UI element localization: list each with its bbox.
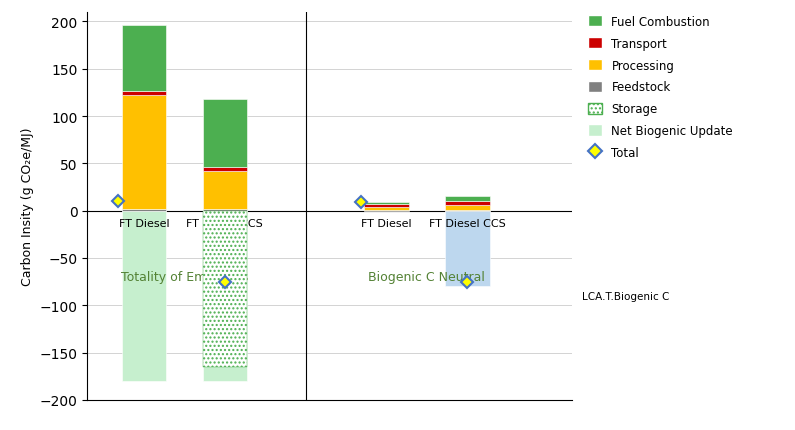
Bar	[364, 210, 409, 211]
Text: Biogenic C Neutral: Biogenic C Neutral	[368, 270, 486, 283]
Bar	[122, 92, 166, 96]
Text: FT Diesel CCS: FT Diesel CCS	[187, 219, 263, 229]
Bar	[445, 211, 490, 287]
Bar	[122, 209, 166, 211]
Y-axis label: Carbon Insity (g CO₂e/MJ): Carbon Insity (g CO₂e/MJ)	[21, 127, 34, 286]
Bar	[203, 172, 247, 209]
Bar	[203, 211, 247, 381]
Text: LCA.T.Biogenic C: LCA.T.Biogenic C	[582, 292, 669, 301]
Bar	[445, 206, 490, 210]
Bar	[364, 207, 409, 210]
Bar	[122, 211, 166, 381]
Bar	[445, 197, 490, 202]
Text: FT Diesel: FT Diesel	[361, 219, 412, 229]
Bar	[445, 202, 490, 206]
Bar	[203, 211, 247, 367]
Bar	[122, 96, 166, 209]
Legend: Fuel Combustion, Transport, Processing, Feedstock, Storage, Net Biogenic Update,: Fuel Combustion, Transport, Processing, …	[584, 11, 738, 164]
Text: FT Diesel: FT Diesel	[118, 219, 169, 229]
Bar	[203, 100, 247, 168]
Bar	[364, 205, 409, 207]
Bar	[203, 209, 247, 211]
Text: FT Diesel CCS: FT Diesel CCS	[429, 219, 506, 229]
Bar	[203, 168, 247, 172]
Bar	[122, 26, 166, 92]
Text: Totality of Emissions: Totality of Emissions	[121, 270, 248, 283]
Bar	[445, 210, 490, 211]
Bar	[364, 203, 409, 205]
